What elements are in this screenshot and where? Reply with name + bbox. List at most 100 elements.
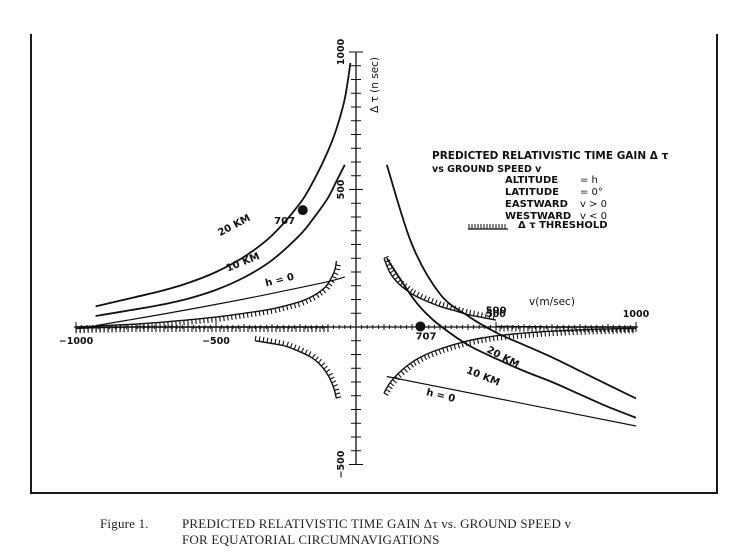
threshold-curve-hatch xyxy=(484,313,487,319)
threshold-curve-hatch xyxy=(420,293,424,299)
threshold-curve-hatch xyxy=(383,255,389,259)
threshold-curve-hatch xyxy=(297,302,300,308)
threshold-curve-hatch xyxy=(270,308,273,315)
threshold-curve-hatch xyxy=(323,365,328,370)
threshold-curve xyxy=(383,258,497,321)
threshold-curve-hatch xyxy=(308,351,312,357)
threshold-curve-hatch xyxy=(315,293,320,299)
threshold-curve-hatch xyxy=(286,304,289,311)
threshold-curve-hatch xyxy=(311,353,316,359)
threshold-curve-hatch xyxy=(461,342,464,348)
inline-label: 707 xyxy=(416,331,437,342)
x-tick-label: 1000 xyxy=(623,309,650,320)
threshold-curve-hatch xyxy=(254,335,257,341)
threshold-curve-hatch xyxy=(442,302,445,308)
threshold-curve-hatch xyxy=(453,344,457,350)
y-tick-label: 500 xyxy=(336,179,347,199)
data-point-707 xyxy=(415,321,426,332)
threshold-curve xyxy=(496,325,636,328)
series-line-east xyxy=(385,164,637,400)
threshold-curve-hatch xyxy=(397,373,402,378)
threshold-curve-hatch xyxy=(325,368,331,373)
threshold-curve-hatch xyxy=(246,312,249,318)
threshold-curve-hatch xyxy=(308,297,312,303)
threshold-curve xyxy=(75,326,328,330)
threshold-curve-hatch xyxy=(282,305,285,312)
x-tick-label: −500 xyxy=(202,336,230,347)
threshold-curve-hatch xyxy=(301,347,305,353)
threshold-curve-hatch xyxy=(234,314,237,320)
threshold-curve-hatch xyxy=(333,272,339,276)
threshold-curve-hatch xyxy=(274,307,277,314)
threshold-curve-hatch xyxy=(387,385,393,390)
threshold-curve-hatch xyxy=(438,349,442,355)
inline-label: 20 KM xyxy=(485,345,521,371)
threshold-swatch xyxy=(468,224,508,230)
threshold-curve-hatch xyxy=(293,303,297,309)
threshold-curve-hatch xyxy=(492,336,495,342)
threshold-curve-hatch xyxy=(484,337,487,343)
threshold-curve-hatch xyxy=(334,268,341,271)
data-points xyxy=(297,205,426,332)
threshold-curve-hatch xyxy=(238,313,241,319)
threshold-curve-hatch xyxy=(469,309,472,316)
threshold-curve-hatch xyxy=(314,356,319,361)
threshold-curve-hatch xyxy=(282,340,285,346)
threshold-curve-hatch xyxy=(423,355,428,361)
threshold-curve-hatch xyxy=(480,337,483,344)
legend-row-eastward-value: v > 0 xyxy=(580,199,607,210)
threshold-curve-hatch xyxy=(427,296,431,302)
threshold-curve-hatch xyxy=(492,314,495,320)
threshold-curve-hatch xyxy=(325,285,331,290)
threshold-curve-hatch xyxy=(446,303,449,309)
threshold-curve-hatch xyxy=(304,349,308,355)
y-axis-title: Δ τ (n sec) xyxy=(369,57,381,113)
threshold-curve-hatch xyxy=(278,306,281,313)
threshold-curve-hatch xyxy=(406,365,411,371)
threshold-curve-hatch xyxy=(446,346,449,352)
threshold-curve-hatch xyxy=(312,295,316,301)
threshold-curve-hatch xyxy=(289,304,293,310)
threshold-curve-hatch xyxy=(412,289,417,295)
threshold-curve-hatch xyxy=(389,382,395,387)
threshold-curve-hatch xyxy=(332,383,338,388)
legend-row-latitude-name: LATITUDE xyxy=(505,187,559,198)
threshold-curve-hatch xyxy=(293,344,297,350)
threshold-curve-hatch xyxy=(250,312,253,318)
threshold-curve-hatch xyxy=(266,309,269,315)
threshold-curve-hatch xyxy=(434,350,438,356)
threshold-curve-hatch xyxy=(403,368,408,373)
threshold-curve-hatch xyxy=(392,379,397,384)
threshold-curve-hatch xyxy=(442,347,445,354)
threshold-curve-hatch xyxy=(329,376,335,380)
chart-svg: −1000 −500 500 1000 −500 500 1000 v(m/sec) Δ τ (… xyxy=(59,38,669,478)
threshold-curve-hatch xyxy=(327,282,333,287)
threshold-curve-hatch xyxy=(465,309,468,315)
threshold-curve-hatch xyxy=(416,359,421,364)
x-tick-label: −1000 xyxy=(59,336,94,347)
series-line-west xyxy=(95,164,346,317)
caption-figure-label: Figure 1. xyxy=(100,516,149,531)
threshold-curve-hatch xyxy=(317,358,322,364)
threshold-curve-hatch xyxy=(258,310,261,316)
threshold-curve-hatch xyxy=(473,339,476,345)
x-tick-label: 500 xyxy=(486,309,506,320)
threshold-curve-hatch xyxy=(423,295,427,301)
threshold-curve-hatch xyxy=(469,340,472,346)
series-line-west xyxy=(95,62,352,308)
series-line-east xyxy=(386,375,637,427)
threshold-curve-hatch xyxy=(413,361,417,366)
threshold-curve-hatch xyxy=(334,388,340,391)
threshold-curve-hatch xyxy=(480,312,483,318)
x-axis-title: v(m/sec) xyxy=(529,296,575,308)
threshold-curve-hatch xyxy=(278,339,281,345)
data-point-707 xyxy=(297,205,308,216)
threshold-curve-hatch xyxy=(331,275,337,279)
legend-row-latitude-value: = 0° xyxy=(580,187,603,198)
legend-threshold-label: Δ τ THRESHOLD xyxy=(518,220,608,231)
threshold-curve-hatch xyxy=(242,313,245,319)
threshold-curve-hatch xyxy=(430,298,434,304)
threshold-curve-hatch xyxy=(219,316,221,322)
threshold-curve-hatch xyxy=(230,314,233,321)
series-curves xyxy=(95,62,637,427)
